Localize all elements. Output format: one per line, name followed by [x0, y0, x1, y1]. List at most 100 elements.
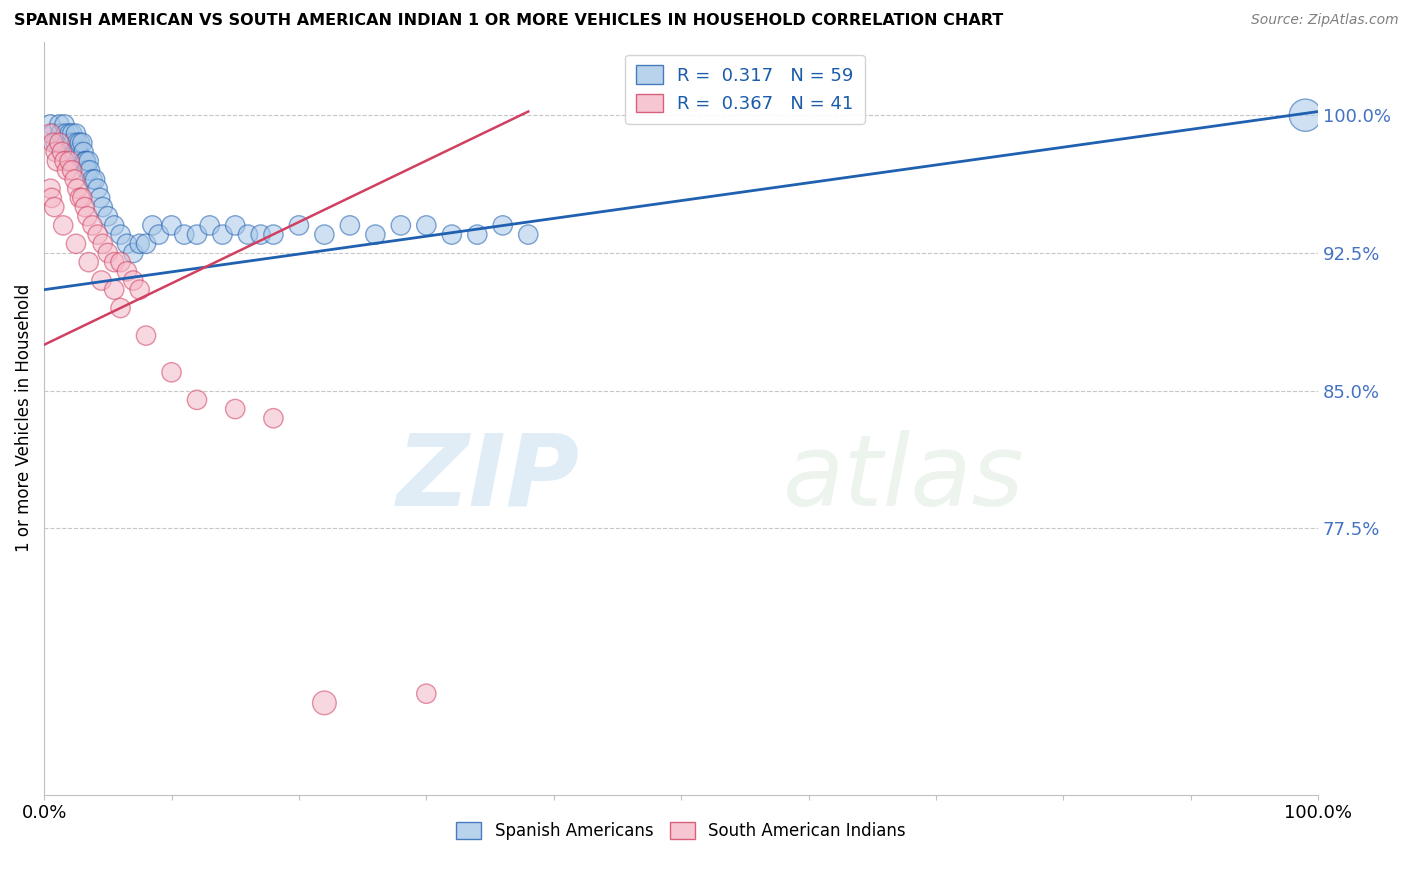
Point [82, 172, 104, 186]
Point [135, 236, 157, 251]
Point [141, 219, 163, 233]
Point [103, 219, 125, 233]
Point [45, 136, 67, 150]
Point [56, 136, 79, 150]
Point [65, 127, 87, 141]
Point [103, 255, 125, 269]
Point [110, 255, 132, 269]
Point [186, 392, 208, 407]
Point [72, 136, 94, 150]
Point [82, 219, 104, 233]
Text: ZIP: ZIP [396, 430, 579, 527]
Point [66, 136, 89, 150]
Point [211, 227, 233, 242]
Point [186, 227, 208, 242]
Point [44, 200, 66, 214]
Legend: Spanish Americans, South American Indians: Spanish Americans, South American Indian… [450, 815, 912, 847]
Point [1294, 108, 1316, 122]
Point [103, 283, 125, 297]
Point [236, 227, 259, 242]
Point [198, 219, 221, 233]
Point [48, 117, 70, 131]
Point [69, 136, 91, 150]
Point [160, 219, 183, 233]
Point [53, 117, 76, 131]
Point [42, 127, 65, 141]
Point [62, 136, 84, 150]
Point [224, 402, 246, 417]
Point [173, 227, 195, 242]
Point [86, 182, 108, 196]
Point [135, 328, 157, 343]
Point [49, 127, 72, 141]
Point [262, 411, 284, 425]
Text: SPANISH AMERICAN VS SOUTH AMERICAN INDIAN 1 OR MORE VEHICLES IN HOUSEHOLD CORREL: SPANISH AMERICAN VS SOUTH AMERICAN INDIA… [14, 13, 1004, 29]
Point [73, 200, 96, 214]
Point [60, 163, 83, 178]
Point [45, 154, 67, 169]
Point [63, 145, 86, 159]
Point [39, 127, 62, 141]
Point [65, 236, 87, 251]
Point [249, 227, 271, 242]
Point [160, 365, 183, 379]
Point [110, 227, 132, 242]
Point [53, 154, 76, 169]
Point [60, 127, 83, 141]
Point [52, 136, 75, 150]
Point [91, 200, 114, 214]
Point [73, 154, 96, 169]
Point [115, 236, 138, 251]
Point [115, 264, 138, 278]
Point [89, 191, 111, 205]
Point [224, 219, 246, 233]
Point [58, 127, 80, 141]
Y-axis label: 1 or more Vehicles in Household: 1 or more Vehicles in Household [15, 285, 32, 552]
Point [72, 191, 94, 205]
Point [42, 136, 65, 150]
Point [262, 227, 284, 242]
Point [51, 145, 73, 159]
Point [86, 227, 108, 242]
Point [39, 117, 62, 131]
Point [59, 136, 82, 150]
Point [517, 227, 540, 242]
Point [339, 219, 361, 233]
Point [415, 687, 437, 701]
Point [492, 219, 515, 233]
Point [465, 227, 488, 242]
Point [56, 163, 79, 178]
Point [122, 273, 145, 287]
Point [91, 236, 114, 251]
Point [45, 145, 67, 159]
Point [69, 191, 91, 205]
Point [55, 127, 77, 141]
Point [148, 227, 170, 242]
Point [415, 219, 437, 233]
Point [364, 227, 387, 242]
Point [63, 172, 86, 186]
Point [41, 191, 63, 205]
Point [97, 246, 120, 260]
Point [79, 163, 101, 178]
Point [110, 301, 132, 315]
Point [48, 136, 70, 150]
Point [84, 172, 107, 186]
Point [288, 219, 311, 233]
Point [76, 163, 98, 178]
Point [52, 219, 75, 233]
Point [58, 154, 80, 169]
Point [122, 246, 145, 260]
Text: Source: ZipAtlas.com: Source: ZipAtlas.com [1251, 13, 1399, 28]
Point [389, 219, 412, 233]
Point [128, 236, 150, 251]
Point [90, 273, 112, 287]
Point [67, 145, 90, 159]
Text: atlas: atlas [783, 430, 1025, 527]
Point [77, 255, 100, 269]
Point [440, 227, 463, 242]
Point [314, 227, 336, 242]
Point [72, 145, 94, 159]
Point [39, 182, 62, 196]
Point [66, 182, 89, 196]
